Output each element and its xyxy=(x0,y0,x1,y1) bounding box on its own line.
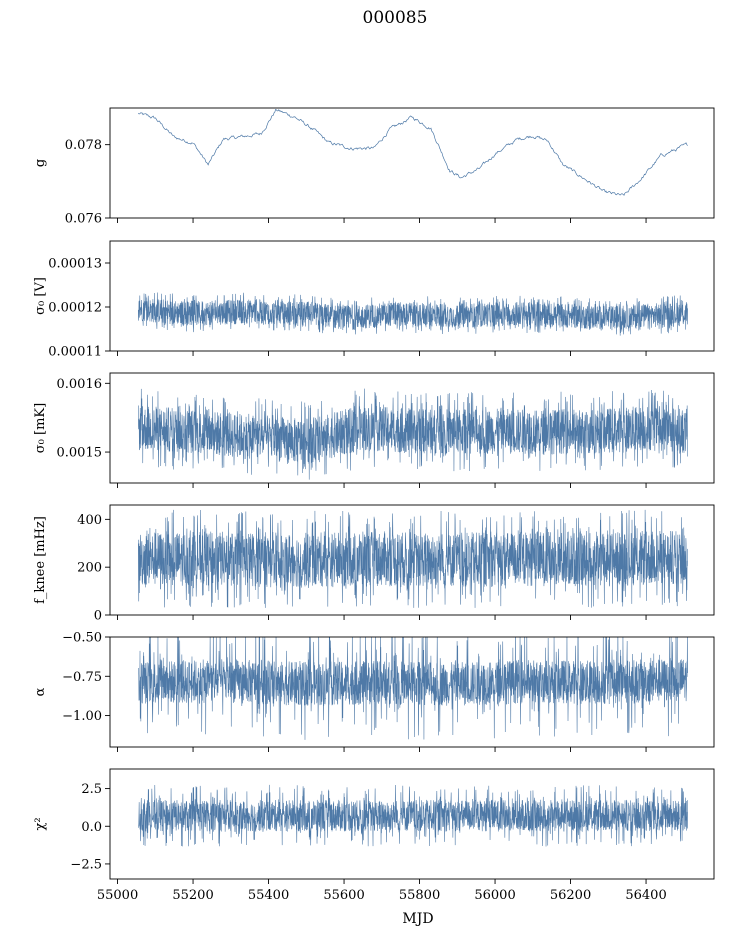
panel-chi2: −2.5 0.0 2.5 55000 55200 55400 55600 55800 56000… xyxy=(33,768,715,903)
y-axis-label-fknee: f_knee [mHz] xyxy=(33,516,48,604)
x-tick-label: 56000 xyxy=(474,888,515,903)
axes-frame-sigma0_V xyxy=(109,240,715,352)
y-tick-label: 0.0 xyxy=(81,820,102,835)
y-tick-label: 0.00013 xyxy=(48,257,102,272)
y-axis-label-sigma0_mK: σ₀ [mK] xyxy=(33,403,48,453)
axes-frame-sigma0_mK xyxy=(109,372,715,484)
axes-frame-fknee xyxy=(109,504,715,616)
series-line-alpha xyxy=(138,637,688,740)
y-axis-label-alpha: α xyxy=(33,687,48,696)
y-axis-label-chi2: χ² xyxy=(33,817,48,830)
x-tick-label: 55600 xyxy=(323,888,364,903)
y-axis-label-g: g xyxy=(33,159,48,167)
y-tick-label: −0.75 xyxy=(62,670,102,685)
axes-frame-chi2 xyxy=(109,768,715,880)
x-tick-label: 55000 xyxy=(97,888,138,903)
y-tick-label: 0.00011 xyxy=(48,345,102,360)
y-tick-label: 0.00012 xyxy=(48,301,102,316)
x-tick-label: 56400 xyxy=(625,888,666,903)
panel-g: 0.076 0.078 g xyxy=(33,107,715,227)
x-tick-label: 56200 xyxy=(550,888,591,903)
series-line-g xyxy=(138,108,688,196)
y-tick-label: 0.078 xyxy=(65,138,102,153)
series-line-chi2 xyxy=(138,784,688,847)
axes-frame-alpha xyxy=(109,636,715,748)
series-line-sigma0_V xyxy=(138,292,688,336)
y-tick-label: −0.50 xyxy=(62,631,102,646)
y-tick-label: −2.5 xyxy=(70,857,102,872)
y-tick-label: −1.00 xyxy=(62,709,102,724)
axes-frame-g xyxy=(109,107,715,219)
y-tick-label: 0 xyxy=(94,609,102,624)
series-line-sigma0_mK xyxy=(138,388,688,480)
y-tick-label: 200 xyxy=(77,561,102,576)
x-tick-label: 55800 xyxy=(399,888,440,903)
figure-title: 000085 xyxy=(363,8,428,28)
x-tick-label: 55400 xyxy=(248,888,289,903)
series-line-fknee xyxy=(138,509,688,608)
panel-fknee: 0 200 400 f_knee [mHz] xyxy=(33,504,715,624)
panel-sigma0_mK: 0.0015 0.0016 σ₀ [mK] xyxy=(33,372,715,488)
y-tick-label: 400 xyxy=(77,513,102,528)
y-tick-label: 0.0015 xyxy=(57,446,103,461)
y-axis-label-sigma0_V: σ₀ [V] xyxy=(33,277,48,315)
x-tick-label: 55200 xyxy=(172,888,213,903)
panel-alpha: −1.00 −0.75 −0.50 α xyxy=(33,631,715,752)
x-axis-label: MJD xyxy=(402,911,433,927)
y-tick-label: 2.5 xyxy=(81,782,102,797)
y-tick-label: 0.076 xyxy=(65,212,102,227)
y-tick-label: 0.0016 xyxy=(57,377,103,392)
